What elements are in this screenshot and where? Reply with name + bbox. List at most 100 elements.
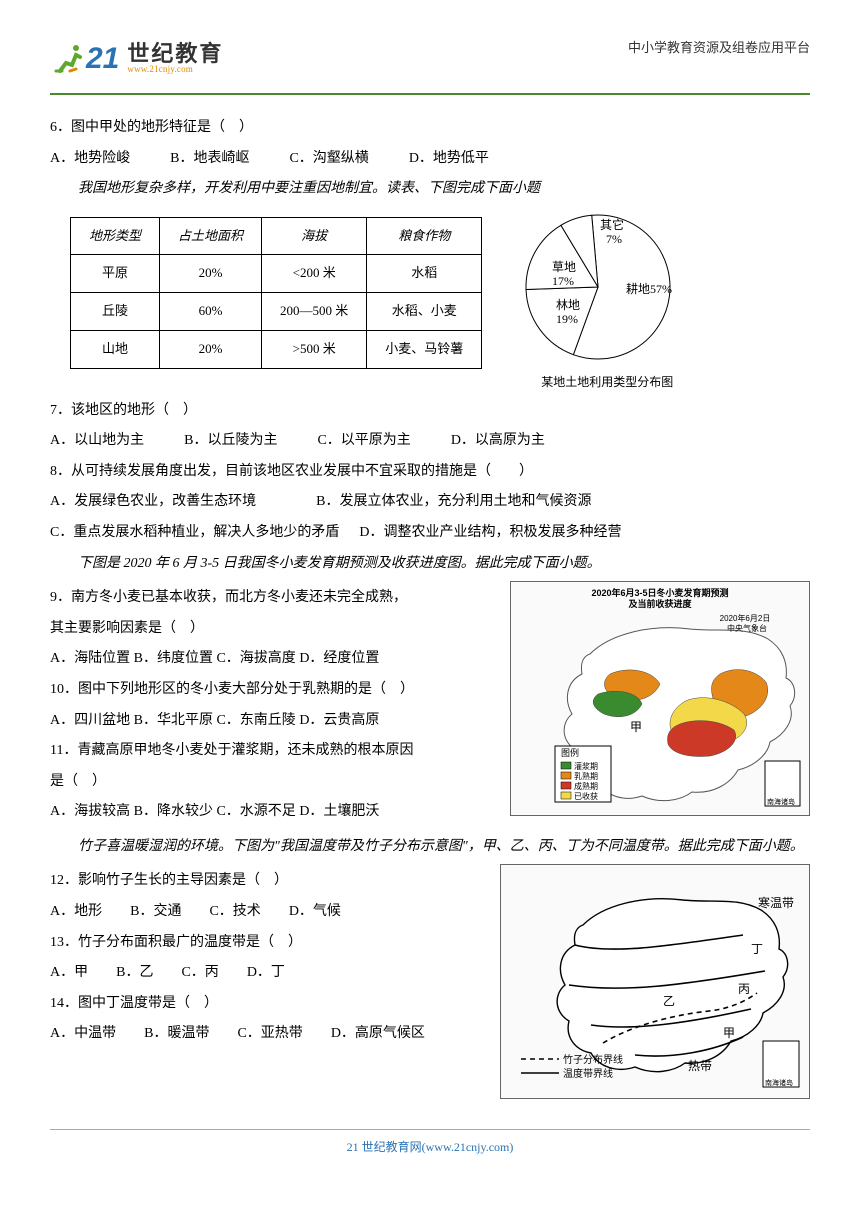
q14-D: D．高原气候区 [331,1021,425,1048]
q8-C: C．重点发展水稻种植业，解决人多地少的矛盾 [50,520,339,547]
svg-text:林地: 林地 [556,298,580,312]
svg-text:及当前收获进度: 及当前收获进度 [628,598,692,609]
svg-text:南海诸岛: 南海诸岛 [767,797,795,806]
q14-options: A．中温带 B．暖温带 C．亚热带 D．高原气候区 [50,1021,486,1048]
q11-stem1: 11．青藏高原甲地冬小麦处于灌浆期，还未成熟的根本原因 [50,738,496,765]
q9-D: D．经度位置 [299,651,379,666]
q7-C: C．以平原为主 [317,428,410,455]
table-header-row: 地形类型 占土地面积 海拔 粮食作物 [71,217,482,255]
svg-text:其它: 其它 [600,217,624,232]
svg-text:17%: 17% [552,274,574,288]
svg-text:草地: 草地 [552,260,576,274]
content: 6．图中甲处的地形特征是（ ） A．地势险峻 B．地表崎岖 C．沟壑纵横 D．地… [50,115,810,1099]
footer: 21 世纪教育网(www.21cnjy.com) [50,1129,810,1159]
intro-q12: 竹子喜温暖湿润的环境。下图为"我国温度带及竹子分布示意图"，甲、乙、丙、丁为不同… [50,834,810,861]
q9-C: C．海拔高度 [216,651,295,666]
q11-A: A．海拔较高 [50,804,130,819]
svg-text:甲: 甲 [630,720,642,734]
pie-caption: 某地土地利用类型分布图 [541,371,673,394]
q8-D: D．调整农业产业结构，积极发展多种经营 [359,520,621,547]
q10-D: D．云贵高原 [299,713,379,728]
svg-text:丁: 丁 [751,942,763,956]
q10-options: A．四川盆地 B．华北平原 C．东南丘陵 D．云贵高原 [50,708,496,735]
svg-text:温度带界线: 温度带界线 [563,1067,613,1080]
page-header: 21 世纪教育 www.21cnjy.com 中小学教育资源及组卷应用平台 [50,30,810,95]
logo-text: 世纪教育 www.21cnjy.com [127,43,223,74]
q12-D: D．气候 [289,899,341,926]
q7-B: B．以丘陵为主 [184,428,277,455]
q13-B: B．乙 [116,960,153,987]
pie-block: 耕地57% 林地19% 草地17% 其它7% 某地土地利用类型分布图 [512,207,702,394]
svg-text:已收获: 已收获 [574,791,598,801]
svg-text:成熟期: 成熟期 [574,781,598,791]
svg-text:图例: 图例 [561,747,579,758]
q11-D: D．土壤肥沃 [299,804,379,819]
q13-C: C．丙 [181,960,218,987]
q13-options: A．甲 B．乙 C．丙 D．丁 [50,960,486,987]
q12-A: A．地形 [50,899,102,926]
brand-en: www.21cnjy.com [127,65,223,74]
q14-stem: 14．图中丁温度带是（ ） [50,991,486,1018]
q8-A: A．发展绿色农业，改善生态环境 [50,489,256,516]
svg-text:中央气象台: 中央气象台 [727,623,767,633]
footer-text: 21 世纪教育网(www.21cnjy.com) [347,1140,514,1154]
q7-stem: 7．该地区的地形（ ） [50,398,810,425]
col-3: 粮食作物 [367,217,482,255]
q7-A: A．以山地为主 [50,428,144,455]
q9-options: A．海陆位置 B．纬度位置 C．海拔高度 D．经度位置 [50,646,496,673]
q8-B: B．发展立体农业，充分利用土地和气候资源 [316,489,591,516]
col-2: 海拔 [262,217,367,255]
q12-B: B．交通 [130,899,181,926]
table-row: 平原 20% <200 米 水稻 [71,255,482,293]
q8-row1: A．发展绿色农业，改善生态环境 B．发展立体农业，充分利用土地和气候资源 [50,489,810,516]
svg-text:南海诸岛: 南海诸岛 [765,1078,793,1087]
wheat-map: 2020年6月3-5日冬小麦发育期预测及当前收获进度 2020年6月2日中央气象台… [510,581,810,816]
q10-C: C．东南丘陵 [216,713,295,728]
svg-text:耕地57%: 耕地57% [626,281,672,296]
q6-D: D．地势低平 [409,146,489,173]
q14-B: B．暖温带 [144,1021,209,1048]
q9-stem1: 9．南方冬小麦已基本收获，而北方冬小麦还未完全成熟， [50,585,496,612]
q14-C: C．亚热带 [237,1021,302,1048]
q6-options: A．地势险峻 B．地表崎岖 C．沟壑纵横 D．地势低平 [50,146,810,173]
q6-C: C．沟壑纵横 [289,146,368,173]
q12-14-left: 12．影响竹子生长的主导因素是（ ） A．地形 B．交通 C．技术 D．气候 1… [50,864,486,1052]
q7-options: A．以山地为主 B．以丘陵为主 C．以平原为主 D．以高原为主 [50,428,810,455]
q9-A: A．海陆位置 [50,651,130,666]
table-pie-block: 地形类型 占土地面积 海拔 粮食作物 平原 20% <200 米 水稻 丘陵 6… [50,207,810,394]
svg-text:寒温带: 寒温带 [758,895,794,910]
q11-options: A．海拔较高 B．降水较少 C．水源不足 D．土壤肥沃 [50,799,496,826]
q7-D: D．以高原为主 [451,428,545,455]
q13-A: A．甲 [50,960,88,987]
q14-A: A．中温带 [50,1021,116,1048]
svg-text:7%: 7% [606,232,622,246]
q11-B: B．降水较少 [134,804,213,819]
q8-row2: C．重点发展水稻种植业，解决人多地少的矛盾 D．调整农业产业结构，积极发展多种经… [50,520,810,547]
logo-block: 21 世纪教育 www.21cnjy.com [50,30,223,87]
svg-text:乳熟期: 乳熟期 [574,771,598,781]
q10-A: A．四川盆地 [50,713,130,728]
svg-text:19%: 19% [556,312,578,326]
q11-C: C．水源不足 [216,804,295,819]
svg-text:甲: 甲 [723,1026,735,1040]
q13-stem: 13．竹子分布面积最广的温度带是（ ） [50,930,486,957]
table-row: 山地 20% >500 米 小麦、马铃薯 [71,330,482,368]
bamboo-map: 寒温带丁丙乙甲热带竹子分布界线温度带界线南海诸岛 [500,864,810,1099]
q12-options: A．地形 B．交通 C．技术 D．气候 [50,899,486,926]
runner-icon [50,41,86,77]
q9-11-left: 9．南方冬小麦已基本收获，而北方冬小麦还未完全成熟， 其主要影响因素是（ ） A… [50,581,496,830]
svg-text:2020年6月3-5日冬小麦发育期预测: 2020年6月3-5日冬小麦发育期预测 [591,587,728,598]
q6-A: A．地势险峻 [50,146,130,173]
col-0: 地形类型 [71,217,160,255]
svg-text:热带: 热带 [688,1059,712,1073]
q10-stem: 10．图中下列地形区的冬小麦大部分处于乳熟期的是（ ） [50,677,496,704]
q9-stem2: 其主要影响因素是（ ） [50,616,496,643]
logo-number: 21 [86,30,119,87]
svg-text:竹子分布界线: 竹子分布界线 [563,1053,623,1066]
q10-B: B．华北平原 [134,713,213,728]
q6-B: B．地表崎岖 [170,146,249,173]
svg-text:2020年6月2日: 2020年6月2日 [720,613,771,623]
q9-B: B．纬度位置 [134,651,213,666]
landuse-pie: 耕地57% 林地19% 草地17% 其它7% [512,207,702,367]
q13-D: D．丁 [247,960,285,987]
